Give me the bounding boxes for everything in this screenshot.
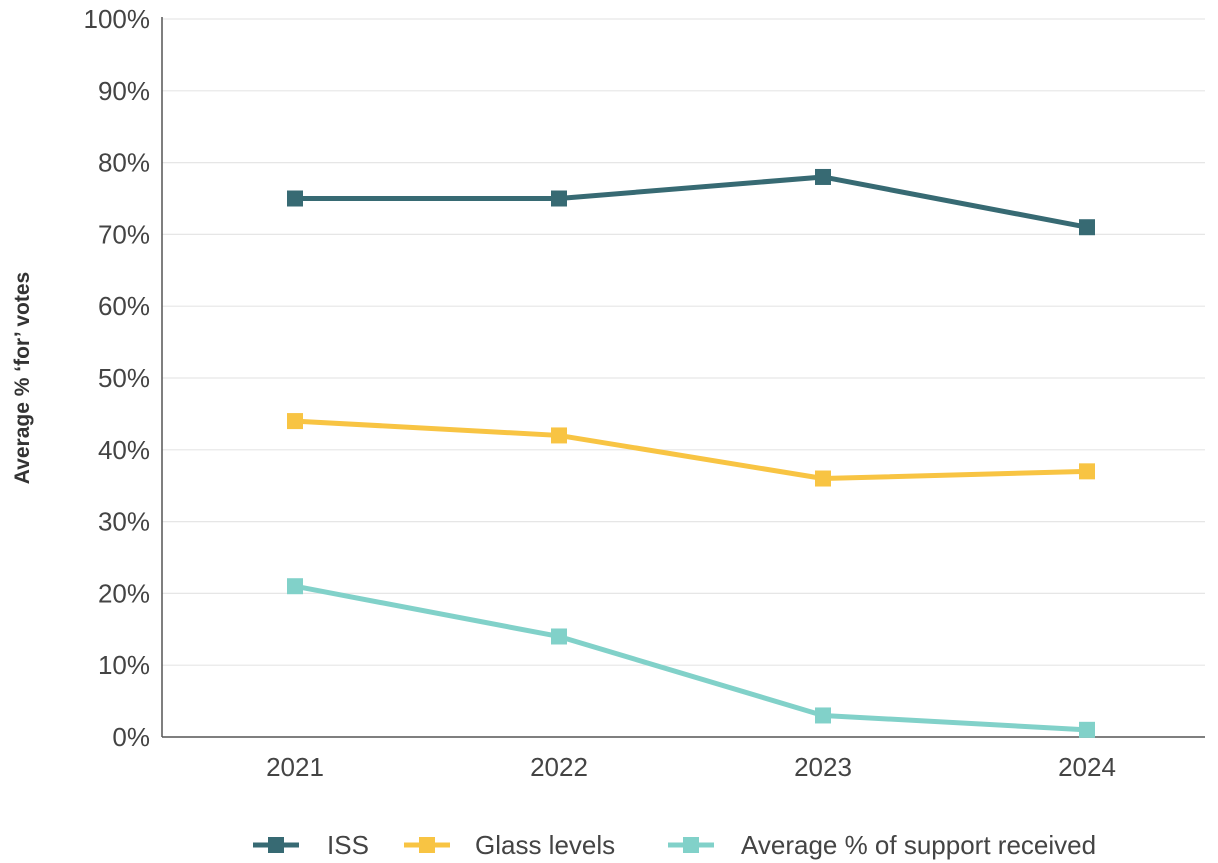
y-tick-label: 30% xyxy=(98,507,150,537)
data-point xyxy=(1079,721,1095,738)
legend: ISS Glass levels Average % of support rece… xyxy=(253,830,1096,860)
data-point xyxy=(815,168,831,185)
legend-swatch-marker xyxy=(419,837,435,853)
y-axis-title: Average % ‘for’ votes xyxy=(11,272,34,484)
legend-item: Average % of support received xyxy=(668,830,1096,860)
legend-label: ISS xyxy=(327,830,369,860)
y-tick-label: 100% xyxy=(84,4,151,34)
data-point xyxy=(551,628,567,645)
y-tick-label: 40% xyxy=(98,435,150,465)
x-tick-label: 2021 xyxy=(266,752,324,782)
legend-item: ISS xyxy=(253,830,369,860)
legend-swatch-marker xyxy=(683,837,699,853)
data-point xyxy=(1079,463,1095,480)
x-axis-ticks: 2021 2022 2023 2024 xyxy=(266,752,1116,782)
series-glass-levels xyxy=(287,413,1095,487)
legend-label: Average % of support received xyxy=(741,830,1096,860)
y-tick-label: 90% xyxy=(98,76,150,106)
data-point xyxy=(551,427,567,444)
series-iss xyxy=(287,168,1095,236)
x-tick-label: 2023 xyxy=(794,752,852,782)
data-point xyxy=(287,578,303,595)
x-tick-label: 2022 xyxy=(530,752,588,782)
series-group xyxy=(287,168,1095,738)
series-line xyxy=(294,418,1088,482)
series-line xyxy=(294,583,1088,733)
series-line xyxy=(295,174,1088,230)
y-tick-label: 70% xyxy=(98,219,150,249)
y-tick-label: 80% xyxy=(98,148,150,178)
data-point xyxy=(1079,219,1095,236)
y-tick-label: 60% xyxy=(98,291,150,321)
data-point xyxy=(815,707,831,724)
legend-item: Glass levels xyxy=(404,830,615,860)
data-point xyxy=(287,413,303,430)
y-axis-ticks: 0% 10% 20% 30% 40% 50% 60% 70% 80% 90% 100% xyxy=(84,4,151,752)
legend-label: Glass levels xyxy=(475,830,615,860)
y-tick-label: 0% xyxy=(112,722,150,752)
gridlines xyxy=(162,18,1205,666)
y-tick-label: 50% xyxy=(98,363,150,393)
data-point xyxy=(551,190,567,207)
series-average-of-support-received xyxy=(287,578,1095,738)
x-tick-label: 2024 xyxy=(1058,752,1116,782)
data-point xyxy=(815,470,831,487)
axes xyxy=(161,17,1205,738)
y-tick-label: 10% xyxy=(98,650,150,680)
y-tick-label: 20% xyxy=(98,578,150,608)
legend-swatch-marker xyxy=(268,837,284,853)
data-point xyxy=(287,190,303,207)
